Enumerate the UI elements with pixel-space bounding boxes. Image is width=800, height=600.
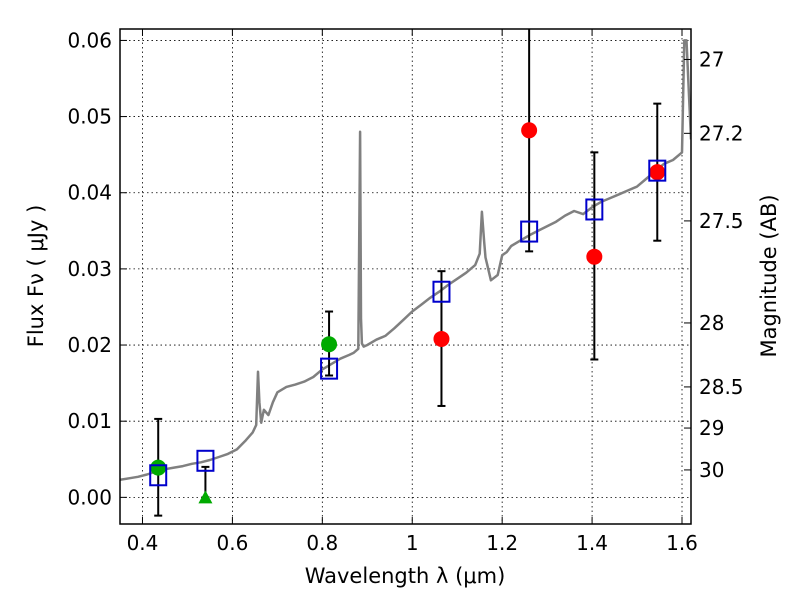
y2-tick-label: 27.5 <box>699 209 744 233</box>
marker-layer <box>149 29 667 517</box>
x-tick-label: 1.4 <box>576 531 608 555</box>
y-tick-label: 0.04 <box>67 181 112 205</box>
grid <box>120 29 691 524</box>
x-tick-label: 0.6 <box>216 531 248 555</box>
model-square <box>432 280 451 303</box>
y-tick-label: 0.06 <box>67 28 112 52</box>
y2-tick-label: 28 <box>699 311 724 335</box>
data-point-circle <box>433 330 450 347</box>
y-tick-label: 0.05 <box>67 105 112 129</box>
x-tick-label: 0.8 <box>306 531 338 555</box>
y-tick-label: 0.02 <box>67 333 112 357</box>
x-tick-label: 0.4 <box>127 531 159 555</box>
ticks: 0.4 0.6 0.8 1 1.2 1.4 1.6 0.00 0.01 0.02 0.03 0.04 0… <box>67 28 743 555</box>
y2-tick-label: 28.5 <box>699 375 744 399</box>
model-square <box>585 198 604 221</box>
data-point-circle <box>321 336 338 353</box>
model-square <box>648 159 667 182</box>
x-tick-label: 1.2 <box>486 531 518 555</box>
y-tick-label: 0.00 <box>67 485 112 509</box>
y2-tick-label: 27.2 <box>699 121 744 145</box>
model-square <box>149 464 168 487</box>
model-square <box>196 449 215 472</box>
y2-tick-label: 30 <box>699 458 724 482</box>
data-point-circle <box>521 122 538 139</box>
sed-line <box>120 39 691 482</box>
y-tick-label: 0.03 <box>67 257 112 281</box>
y-tick-label: 0.01 <box>67 409 112 433</box>
y-axis-label: Flux Fν ( μJy ) <box>24 205 48 348</box>
upper-limit-triangle <box>198 490 213 504</box>
model-square <box>520 220 539 243</box>
x-tick-label: 1.6 <box>666 531 698 555</box>
sed-line-layer <box>120 39 691 482</box>
y2-tick-label: 29 <box>699 416 724 440</box>
y2-tick-label: 27 <box>699 47 724 71</box>
y2-axis-label: Magnitude (AB) <box>757 194 781 357</box>
x-axis-label: Wavelength λ (μm) <box>305 564 506 588</box>
data-point-circle <box>586 248 603 265</box>
plot-frame <box>119 28 692 525</box>
model-square <box>320 357 339 380</box>
data-point-circle <box>649 164 666 181</box>
data-point-circle <box>150 459 167 476</box>
x-tick-label: 1 <box>406 531 419 555</box>
